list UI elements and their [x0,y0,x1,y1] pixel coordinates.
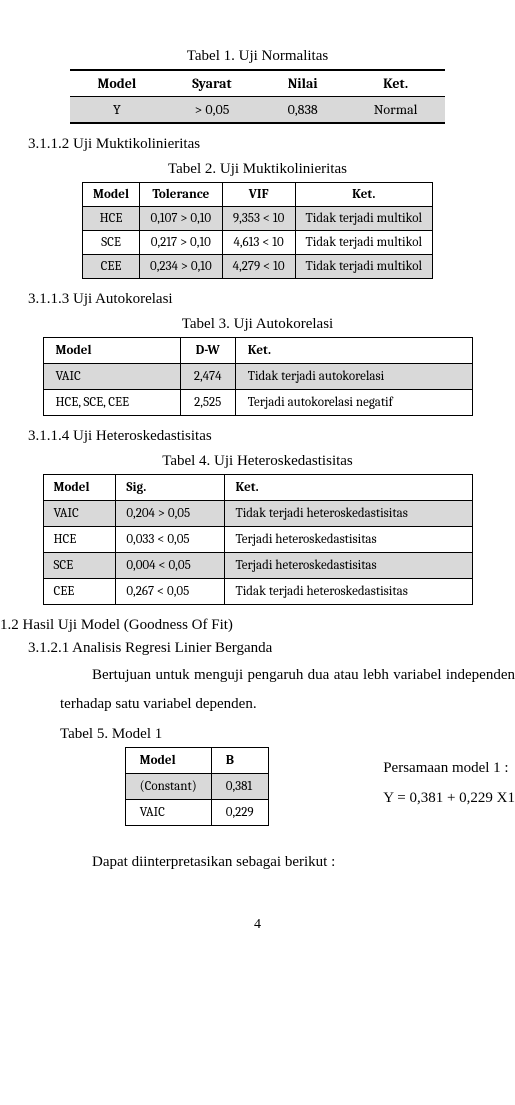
tbl3-caption: Tabel 3. Uji Autokorelasi [0,316,515,333]
heading-3121: 3.1.2.1 Analisis Regresi Linier Berganda [28,640,515,657]
tbl5-h0: Model [125,748,211,774]
table-row: VAIC 0,229 [125,800,268,826]
tbl1-h0: Model [70,70,165,97]
cell: 2,525 [180,390,235,416]
cell: HCE [83,207,140,231]
heading-312: 3.1.1.2 Uji Muktikolinieritas [28,136,515,153]
cell: HCE, SCE, CEE [43,390,180,416]
cell: Terjadi heteroskedastisitas [225,553,472,579]
tbl4-caption: Tabel 4. Uji Heteroskedastisitas [0,453,515,470]
table-row: HCE 0,033 < 0,05 Terjadi heteroskedastis… [43,527,472,553]
table-row: Y > 0,05 0,838 Normal [70,97,446,124]
cell: Tidak terjadi heteroskedastisitas [225,501,472,527]
equation-body: Y = 0,381 + 0,229 X1 [383,783,515,813]
tbl4-h1: Sig. [116,475,225,501]
cell: 0,229 [211,800,268,826]
closing-line: Dapat diinterpretasikan sebagai berikut … [60,848,515,877]
tbl3-h0: Model [43,338,180,364]
cell: Tidak terjadi autokorelasi [235,364,472,390]
tbl1-caption: Tabel 1. Uji Normalitas [0,48,515,65]
model1-row: Model B (Constant) 0,381 VAIC 0,229 Pers… [50,747,515,838]
cell: CEE [43,579,116,605]
table-autokorelasi: Model D-W Ket. VAIC 2,474 Tidak terjadi … [43,337,473,416]
cell: VAIC [43,364,180,390]
cell: 2,474 [180,364,235,390]
cell: 0,217 > 0,10 [140,231,223,255]
cell: 9,353 < 10 [222,207,295,231]
table-row: HCE 0,107 > 0,10 9,353 < 10 Tidak terjad… [83,207,433,231]
heading-314: 3.1.1.4 Uji Heteroskedastisitas [28,428,515,445]
table-model1: Model B (Constant) 0,381 VAIC 0,229 [125,747,269,826]
cell: 0,381 [211,774,268,800]
table-row: VAIC 2,474 Tidak terjadi autokorelasi [43,364,472,390]
tbl1-nilai: 0,838 [260,97,346,124]
equation-block: Persamaan model 1 : Y = 0,381 + 0,229 X1 [383,747,515,813]
equation-title: Persamaan model 1 : [383,753,515,783]
cell: CEE [83,255,140,279]
cell: Tidak terjadi multikol [295,255,432,279]
cell: SCE [83,231,140,255]
tbl1-model: Y [70,97,165,124]
cell: 4,279 < 10 [222,255,295,279]
table-row: VAIC 0,204 > 0,05 Tidak terjadi heterosk… [43,501,472,527]
cell: (Constant) [125,774,211,800]
table-row: SCE 0,217 > 0,10 4,613 < 10 Tidak terjad… [83,231,433,255]
table-row: CEE 0,267 < 0,05 Tidak terjadi heteroske… [43,579,472,605]
tbl4-h2: Ket. [225,475,472,501]
tbl3-h2: Ket. [235,338,472,364]
table-row: (Constant) 0,381 [125,774,268,800]
page-number: 4 [0,917,515,933]
heading-313: 3.1.1.3 Uji Autokorelasi [28,291,515,308]
tbl3-h1: D-W [180,338,235,364]
tbl1-h3: Ket. [346,70,446,97]
cell: SCE [43,553,116,579]
tbl4-h0: Model [43,475,116,501]
tbl5-h1: B [211,748,268,774]
cell: Terjadi heteroskedastisitas [225,527,472,553]
cell: 4,613 < 10 [222,231,295,255]
cell: Tidak terjadi heteroskedastisitas [225,579,472,605]
tbl1-h1: Syarat [164,70,259,97]
tbl2-h3: Ket. [295,183,432,207]
table-row: CEE 0,234 > 0,10 4,279 < 10 Tidak terjad… [83,255,433,279]
tbl2-h2: VIF [222,183,295,207]
page-root: Tabel 1. Uji Normalitas Model Syarat Nil… [0,0,515,953]
cell: 0,004 < 0,05 [116,553,225,579]
cell: 0,107 > 0,10 [140,207,223,231]
cell: Tidak terjadi multikol [295,231,432,255]
cell: Terjadi autokorelasi negatif [235,390,472,416]
tbl1-h2: Nilai [260,70,346,97]
table-multikol: Model Tolerance VIF Ket. HCE 0,107 > 0,1… [82,182,433,279]
cell: VAIC [125,800,211,826]
table-hetero: Model Sig. Ket. VAIC 0,204 > 0,05 Tidak … [43,474,473,605]
tbl2-h1: Tolerance [140,183,223,207]
cell: 0,234 > 0,10 [140,255,223,279]
cell: Tidak terjadi multikol [295,207,432,231]
cell: 0,267 < 0,05 [116,579,225,605]
paragraph-regresi: Bertujuan untuk menguji pengaruh dua ata… [60,661,515,718]
tbl1-syarat: > 0,05 [164,97,259,124]
tbl2-caption: Tabel 2. Uji Muktikolinieritas [0,161,515,178]
table-row: SCE 0,004 < 0,05 Terjadi heteroskedastis… [43,553,472,579]
tbl2-h0: Model [83,183,140,207]
cell: VAIC [43,501,116,527]
cell: HCE [43,527,116,553]
cell: 0,204 > 0,05 [116,501,225,527]
heading-12: 1.2 Hasil Uji Model (Goodness Of Fit) [0,617,515,634]
table-normalitas: Model Syarat Nilai Ket. Y > 0,05 0,838 N… [70,69,446,124]
tbl1-ket: Normal [346,97,446,124]
table-row: HCE, SCE, CEE 2,525 Terjadi autokorelasi… [43,390,472,416]
tbl5-caption: Tabel 5. Model 1 [60,726,515,743]
cell: 0,033 < 0,05 [116,527,225,553]
